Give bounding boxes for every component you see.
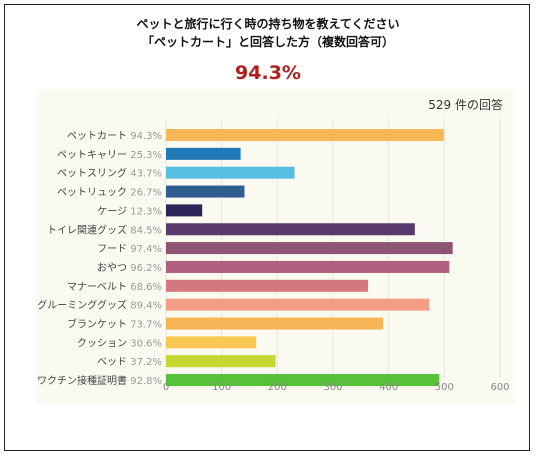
- x-tick-label: 500: [435, 382, 454, 393]
- category-name: クッション: [77, 337, 130, 349]
- x-tick-label: 200: [268, 382, 287, 393]
- category-name: ペットリュック: [57, 187, 130, 199]
- bar: [166, 185, 245, 198]
- category-labels: ペットカート 94.3%ペットキャリー 25.3%ペットスリング 43.7%ペッ…: [37, 130, 162, 387]
- x-tick-label: 0: [163, 382, 169, 393]
- category-percent: 12.3%: [130, 206, 162, 217]
- bar: [166, 166, 295, 179]
- category-percent: 68.6%: [130, 282, 162, 293]
- category-label: おやつ 96.2%: [97, 262, 162, 274]
- chart-title-line2: 「ペットカート」と回答した方（複数回答可）: [141, 35, 394, 49]
- category-label: ワクチン接種証明書 92.8%: [37, 374, 162, 387]
- category-name: ブランケット: [67, 318, 130, 331]
- category-percent: 73.7%: [130, 320, 162, 331]
- category-label: クッション 30.6%: [77, 337, 162, 349]
- category-percent: 43.7%: [130, 169, 162, 180]
- category-label: グルーミンググッズ 89.4%: [37, 299, 162, 312]
- category-percent: 94.3%: [130, 131, 162, 142]
- category-label: ペットスリング 43.7%: [57, 167, 162, 180]
- category-name: ペットカート: [67, 130, 130, 142]
- category-name: フード: [97, 244, 130, 255]
- category-label: ペットリュック 26.7%: [57, 187, 162, 199]
- category-percent: 84.5%: [130, 225, 162, 236]
- category-name: ケージ: [97, 205, 130, 217]
- bar: [166, 147, 241, 160]
- category-label: ベッド 37.2%: [97, 356, 162, 368]
- category-percent: 26.7%: [130, 188, 162, 199]
- bar: [166, 374, 440, 387]
- category-name: マナーベルト: [67, 281, 130, 293]
- category-label: ペットカート 94.3%: [67, 130, 162, 142]
- category-label: ブランケット 73.7%: [67, 318, 162, 331]
- category-percent: 37.2%: [130, 357, 162, 368]
- bars: [166, 129, 453, 387]
- category-percent: 30.6%: [130, 338, 162, 349]
- category-name: おやつ: [97, 262, 130, 274]
- bar: [166, 260, 450, 273]
- bar: [166, 242, 453, 255]
- category-name: グルーミンググッズ: [37, 299, 130, 312]
- category-name: ワクチン接種証明書: [37, 374, 130, 387]
- bar: [166, 317, 384, 330]
- bar: [166, 129, 444, 141]
- category-percent: 89.4%: [130, 301, 162, 312]
- category-label: トイレ関連グッズ 84.5%: [47, 223, 162, 236]
- bar: [166, 298, 430, 311]
- category-name: ペットスリング: [57, 167, 130, 180]
- response-count: 529 件の回答: [428, 97, 503, 112]
- x-tick-label: 100: [212, 382, 231, 393]
- highlight-percentage: 94.3%: [235, 62, 301, 84]
- category-label: フード 97.4%: [97, 244, 162, 255]
- category-name: ペットキャリー: [57, 150, 130, 161]
- bar: [166, 355, 276, 368]
- category-percent: 25.3%: [130, 150, 162, 161]
- category-name: ベッド: [97, 356, 130, 368]
- category-label: マナーベルト 68.6%: [67, 281, 162, 293]
- bar: [166, 336, 257, 349]
- category-name: トイレ関連グッズ: [47, 223, 130, 236]
- category-percent: 96.2%: [130, 263, 162, 274]
- category-label: ケージ 12.3%: [97, 205, 162, 217]
- x-tick-label: 400: [379, 382, 398, 393]
- bar: [166, 204, 203, 217]
- x-axis-ticks: 0 100 200 300 400 500 600: [163, 382, 510, 393]
- category-label: ペットキャリー 25.3%: [57, 150, 162, 161]
- bar: [166, 279, 369, 292]
- chart-title-line1: ペットと旅行に行く時の持ち物を教えてください: [136, 17, 400, 31]
- bar: [166, 223, 415, 236]
- x-tick-label: 300: [323, 382, 342, 393]
- category-percent: 92.8%: [130, 376, 162, 387]
- x-tick-label: 600: [490, 382, 509, 393]
- category-percent: 97.4%: [130, 244, 162, 255]
